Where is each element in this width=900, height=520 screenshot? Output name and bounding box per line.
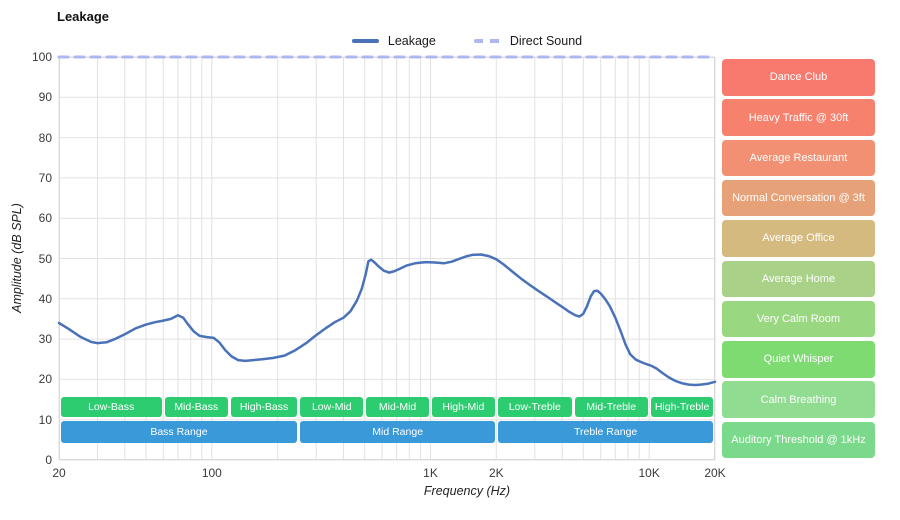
range-button-mid-range[interactable]: Mid Range [300,421,495,443]
y-tick-label-0: 0 [45,453,52,467]
y-tick-label-70: 70 [38,170,52,185]
y-axis-label: Amplitude (dB SPL) [10,203,24,313]
noise-level-very-calm-room: Very Calm Room [722,300,875,338]
y-tick-label-90: 90 [38,90,52,105]
noise-level-auditory-threshold-1khz: Auditory Threshold @ 1kHz [722,421,875,459]
y-tick-label-40: 40 [38,291,52,306]
band-button-high-bass[interactable]: High-Bass [230,397,298,417]
x-tick-label-1k: 1K [423,466,438,480]
leakage-line [57,253,717,387]
noise-level-normal-conversation-3ft: Normal Conversation @ 3ft [722,179,875,217]
x-tick-label-20: 20 [52,466,66,480]
noise-level-dance-club: Dance Club [722,59,875,96]
band-button-mid-bass[interactable]: Mid-Bass [164,397,228,417]
x-tick-label-2k: 2K [488,466,504,480]
y-tick-label-60: 60 [38,211,52,226]
x-tick-label-10k: 10K [638,466,660,480]
y-tick-label-100: 100 [31,50,52,64]
frequency-band-buttons: Low-Bass Mid-Bass High-Bass Low-Mid Mid-Mid H… [59,57,715,460]
band-button-high-treble[interactable]: High-Treble [650,397,714,417]
direct-sound-line-swatch-icon [473,39,501,43]
legend-label-direct-sound: Direct Sound [509,34,583,48]
x-axis-label: Frequency (Hz) [423,484,511,498]
noise-level-average-home: Average Home [722,260,875,297]
legend-item-leakage[interactable]: Leakage [351,34,436,48]
chart-canvas[interactable] [57,55,717,461]
chart-title: Leakage [57,9,110,24]
y-tick-label-50: 50 [38,251,52,266]
x-tick-label-100: 100 [201,466,222,480]
band-button-low-bass[interactable]: Low-Bass [60,397,162,417]
y-tick-label-20: 20 [38,372,52,387]
range-button-treble-range[interactable]: Treble Range [497,421,714,443]
x-tick-label-20k: 20K [704,466,726,480]
band-button-mid-mid[interactable]: Mid-Mid [366,397,429,417]
legend-item-direct-sound[interactable]: Direct Sound [473,34,583,48]
noise-level-calm-breathing: Calm Breathing [722,381,875,418]
band-button-low-mid[interactable]: Low-Mid [300,397,364,417]
noise-level-heavy-traffic-30ft: Heavy Traffic @ 30ft [722,99,875,136]
y-tick-label-80: 80 [38,130,52,145]
band-button-low-treble[interactable]: Low-Treble [497,397,572,417]
y-tick-label-10: 10 [38,412,52,427]
legend: Leakage Direct Sound [59,34,875,48]
noise-level-average-office: Average Office [722,220,875,257]
legend-label-leakage: Leakage [387,34,436,48]
range-button-bass-range[interactable]: Bass Range [60,421,298,443]
y-tick-label-30: 30 [38,332,52,347]
band-button-mid-treble[interactable]: Mid-Treble [574,397,648,417]
noise-level-average-restaurant: Average Restaurant [722,139,875,177]
noise-level-panel: Dance Club Heavy Traffic @ 30ft Average Re… [722,57,875,460]
leakage-line-swatch-icon [351,39,379,43]
noise-level-quiet-whisper: Quiet Whisper [722,341,875,378]
band-button-high-mid[interactable]: High-Mid [432,397,495,417]
